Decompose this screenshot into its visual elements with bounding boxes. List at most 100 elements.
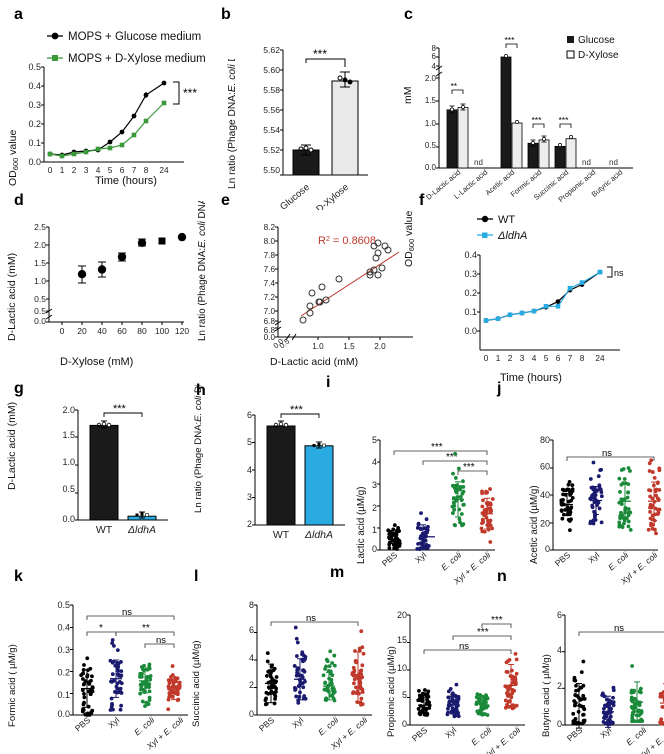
- svg-text:7: 7: [132, 165, 137, 175]
- svg-text:nd: nd: [609, 158, 618, 167]
- svg-text:5.54: 5.54: [263, 125, 280, 135]
- svg-text:E. coli: E. coli: [132, 714, 157, 737]
- svg-text:1.0: 1.0: [62, 457, 75, 467]
- svg-text:Formic acid ( µM/g): Formic acid ( µM/g): [7, 644, 18, 727]
- svg-text:***: ***: [113, 403, 127, 415]
- svg-text:8.0: 8.0: [264, 237, 276, 246]
- svg-text:1.0: 1.0: [312, 342, 324, 351]
- svg-text:ΔldhA: ΔldhA: [304, 529, 333, 541]
- svg-text:1.5: 1.5: [62, 430, 75, 440]
- svg-text:ns: ns: [614, 268, 624, 278]
- svg-text:D-Lactic acid (mM): D-Lactic acid (mM): [6, 253, 18, 341]
- svg-text:***: ***: [431, 442, 443, 453]
- svg-text:120: 120: [175, 326, 189, 336]
- svg-text:0.3: 0.3: [57, 645, 70, 655]
- svg-text:1: 1: [372, 525, 377, 535]
- svg-text:E. coli: E. coli: [469, 724, 494, 747]
- svg-text:0.3: 0.3: [464, 269, 477, 279]
- svg-text:0.0: 0.0: [425, 163, 437, 172]
- svg-text:40: 40: [97, 326, 107, 336]
- svg-text:5.62: 5.62: [263, 45, 280, 55]
- svg-text:Xyl: Xyl: [598, 725, 614, 740]
- svg-text:60: 60: [117, 326, 127, 336]
- svg-text:1: 1: [60, 165, 65, 175]
- svg-text:5.56: 5.56: [263, 105, 280, 115]
- svg-text:E. coli: E. coli: [316, 714, 341, 737]
- svg-text:2: 2: [508, 353, 513, 363]
- svg-text:3: 3: [84, 165, 89, 175]
- svg-text:5: 5: [247, 437, 252, 447]
- svg-text:2: 2: [372, 503, 377, 513]
- svg-text:***: ***: [477, 627, 489, 638]
- svg-text:20: 20: [397, 610, 407, 620]
- svg-text:7.8: 7.8: [264, 251, 276, 260]
- svg-text:0.5: 0.5: [62, 484, 75, 494]
- svg-text:WT: WT: [498, 214, 515, 226]
- svg-text:Glucose: Glucose: [278, 182, 312, 210]
- svg-text:PBS: PBS: [553, 550, 573, 569]
- svg-text:2: 2: [249, 680, 254, 690]
- svg-text:nd: nd: [474, 158, 483, 167]
- svg-text:ns: ns: [156, 635, 166, 646]
- svg-text:7.6: 7.6: [264, 265, 276, 274]
- svg-text:0.5: 0.5: [34, 306, 46, 316]
- svg-text:1: 1: [496, 353, 501, 363]
- svg-text:8: 8: [249, 600, 254, 610]
- svg-text:0: 0: [48, 165, 53, 175]
- svg-text:2.0: 2.0: [62, 405, 75, 415]
- svg-text:0.4: 0.4: [57, 623, 70, 633]
- svg-text:7.2: 7.2: [264, 293, 276, 302]
- svg-text:5: 5: [372, 435, 377, 445]
- svg-text:ns: ns: [306, 613, 316, 624]
- svg-text:*: *: [99, 623, 103, 634]
- svg-text:0.1: 0.1: [464, 307, 477, 317]
- svg-text:0.5: 0.5: [57, 600, 70, 610]
- svg-text:ΔldhA: ΔldhA: [497, 230, 527, 242]
- svg-text:Xyl: Xyl: [443, 725, 459, 740]
- svg-text:0.0: 0.0: [34, 316, 46, 326]
- svg-text:3: 3: [247, 492, 252, 502]
- svg-text:0: 0: [372, 544, 377, 554]
- svg-text:0.1: 0.1: [57, 690, 70, 700]
- svg-text:D-Lactic acid (mM): D-Lactic acid (mM): [6, 402, 18, 490]
- svg-text:0.5: 0.5: [28, 62, 41, 72]
- svg-text:OD600 value: OD600 value: [403, 211, 416, 267]
- svg-text:0.4: 0.4: [28, 81, 41, 91]
- svg-text:0.0: 0.0: [28, 157, 41, 167]
- svg-text:6: 6: [120, 165, 125, 175]
- svg-text:5: 5: [544, 353, 549, 363]
- svg-text:D-Xylose: D-Xylose: [314, 182, 351, 210]
- svg-text:40: 40: [540, 490, 550, 500]
- svg-text:24: 24: [159, 165, 169, 175]
- svg-text:2: 2: [247, 519, 252, 529]
- svg-text:1.0: 1.0: [34, 276, 46, 286]
- svg-text:0: 0: [60, 326, 65, 336]
- svg-text:Ln ratio (Phage DNA:E. coli DN: Ln ratio (Phage DNA:E. coli DNA): [193, 385, 204, 513]
- svg-text:5.58: 5.58: [263, 85, 280, 95]
- svg-text:Xyl: Xyl: [586, 550, 602, 565]
- svg-text:0.0: 0.0: [464, 326, 477, 336]
- svg-text:***: ***: [463, 462, 475, 473]
- svg-text:1.0: 1.0: [425, 119, 437, 128]
- svg-text:4: 4: [249, 653, 254, 663]
- svg-text:1.5: 1.5: [34, 258, 46, 268]
- svg-text:8: 8: [144, 165, 149, 175]
- svg-text:0.0: 0.0: [57, 709, 70, 719]
- svg-text:4: 4: [96, 165, 101, 175]
- svg-text:20: 20: [77, 326, 87, 336]
- svg-text:**: **: [142, 623, 150, 634]
- svg-text:0: 0: [545, 544, 550, 554]
- svg-text:0.4: 0.4: [464, 250, 477, 260]
- svg-text:Xyl: Xyl: [290, 715, 306, 730]
- svg-text:Ln ratio (Phage DNA:E. coli DN: Ln ratio (Phage DNA:E. coli DNA): [197, 201, 208, 341]
- svg-text:6: 6: [432, 52, 437, 61]
- svg-text:2.0: 2.0: [374, 342, 386, 351]
- svg-text:80: 80: [540, 435, 550, 445]
- svg-text:7: 7: [568, 353, 573, 363]
- svg-text:4: 4: [432, 62, 437, 71]
- svg-text:Propionic acid (µM/g): Propionic acid (µM/g): [386, 646, 397, 737]
- svg-text:0.3: 0.3: [28, 100, 41, 110]
- svg-text:2.5: 2.5: [34, 222, 46, 232]
- svg-text:1.5: 1.5: [343, 342, 355, 351]
- svg-text:***: ***: [491, 615, 503, 626]
